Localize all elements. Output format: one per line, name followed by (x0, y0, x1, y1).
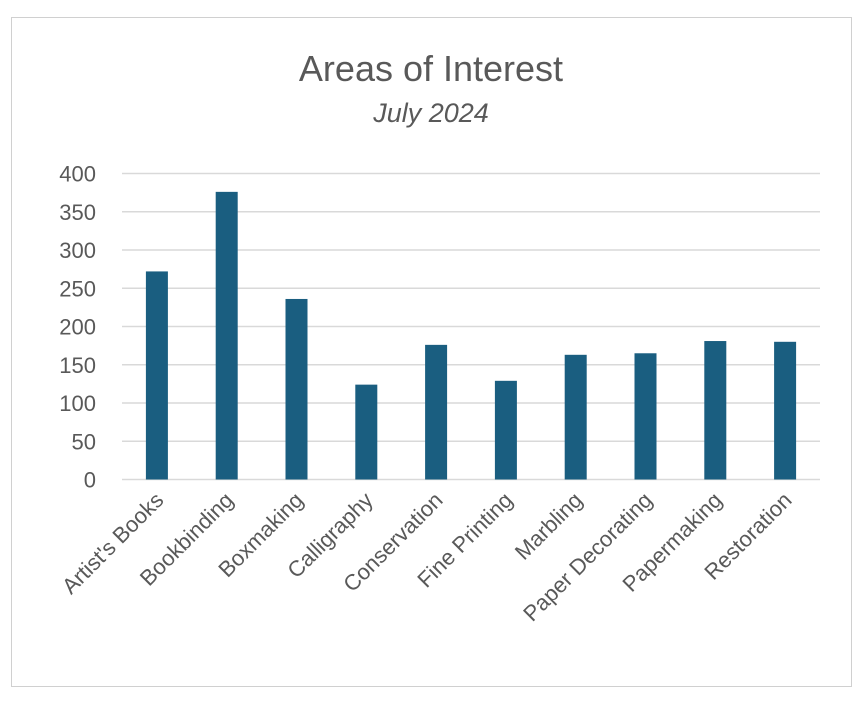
bar (494, 380, 517, 480)
bar (355, 384, 378, 480)
y-tick-label: 200 (59, 315, 96, 340)
y-tick-label: 50 (72, 429, 96, 454)
y-tick-label: 300 (59, 238, 96, 263)
y-tick-label: 400 (59, 162, 96, 187)
chart-title: Areas of Interest (298, 48, 564, 89)
x-tick-label: Paper Decorating (518, 487, 657, 626)
bar (285, 298, 308, 480)
y-tick-label: 0 (84, 468, 96, 493)
y-tick-label: 350 (59, 200, 96, 225)
y-tick-label: 100 (59, 391, 96, 416)
bar (704, 341, 727, 480)
bar (215, 191, 238, 480)
y-tick-label: 250 (59, 276, 96, 301)
bar (634, 353, 657, 480)
chart-subtitle: July 2024 (373, 98, 489, 128)
bar (425, 344, 448, 480)
bar (564, 354, 587, 480)
bar (774, 341, 797, 480)
y-tick-label: 150 (59, 353, 96, 378)
bar (145, 271, 168, 480)
